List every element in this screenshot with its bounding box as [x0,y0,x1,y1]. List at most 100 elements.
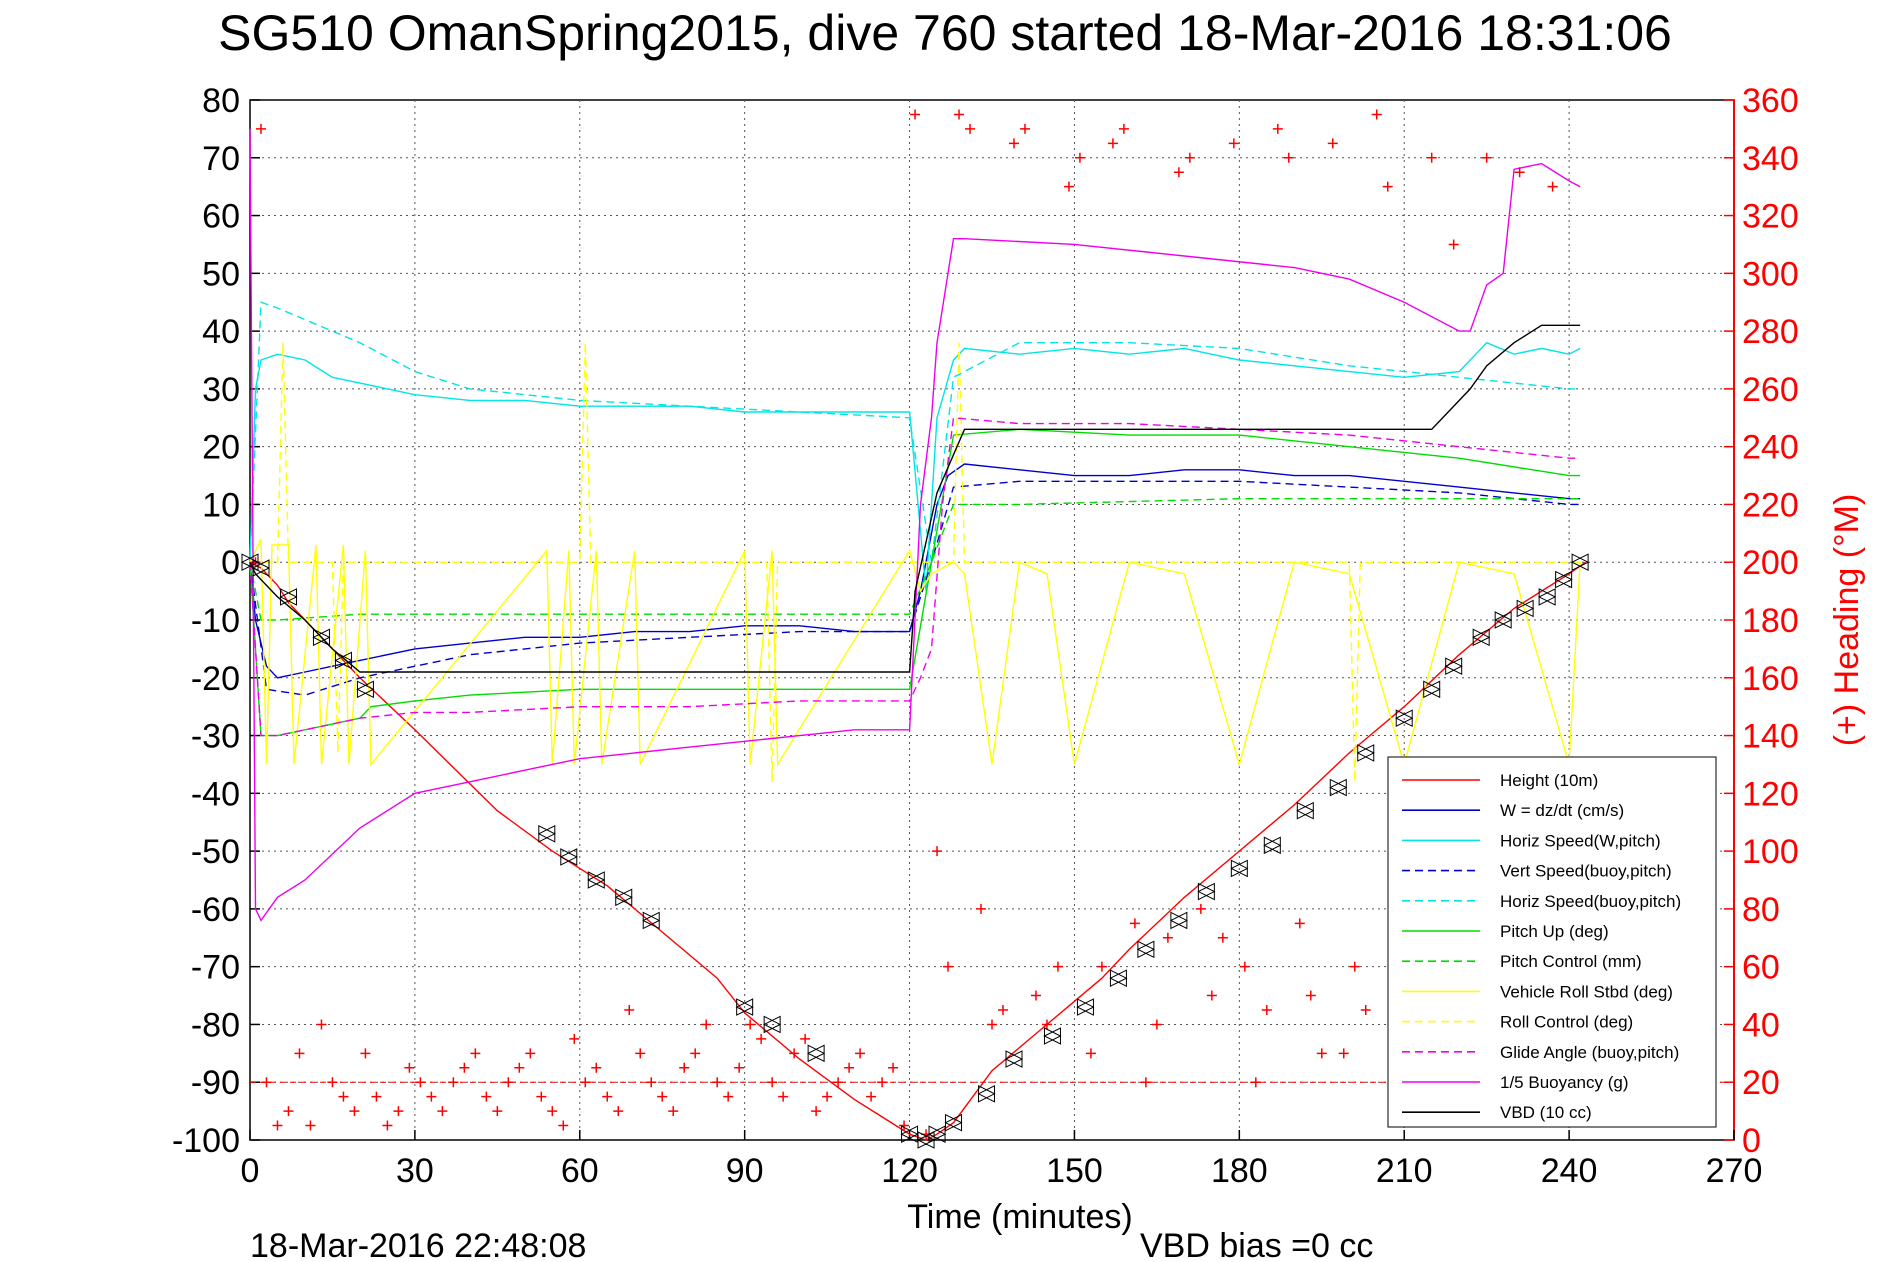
heading-point [811,1106,822,1117]
y-tick-label: 50 [202,255,240,293]
heading-point [1063,181,1074,192]
y-tick-label: -10 [191,602,240,640]
heading-point [1514,167,1525,178]
legend-label-11: VBD (10 cc) [1500,1103,1592,1122]
heading-point [1338,1048,1349,1059]
y-tick-label: 40 [202,313,240,351]
y2-tick-label: 200 [1742,544,1799,582]
legend-label-1: W = dz/dt (cm/s) [1500,801,1624,820]
heading-point [899,1120,910,1131]
heading-point [1360,1005,1371,1015]
vbd-marker [1197,882,1216,901]
heading-point [866,1091,877,1102]
heading-point [1426,152,1437,163]
heading-point [1371,109,1382,120]
legend-label-2: Horiz Speed(W,pitch) [1500,831,1661,850]
vbd-marker [1169,911,1188,930]
y2-axis-label: (+) Heading (°M) [1828,494,1866,747]
vbd-marker [1494,611,1513,629]
vbd-marker [356,680,375,699]
heading-point [888,1062,899,1073]
vbd-marker [807,1044,826,1063]
heading-point [734,1062,745,1073]
heading-point [1239,961,1250,972]
series-line-3 [249,480,1581,696]
y2-tick-label: 240 [1742,429,1799,467]
heading-point [997,1005,1008,1015]
vbd-marker [1516,599,1535,618]
x-tick-label: 180 [1211,1152,1268,1190]
heading-point [459,1062,470,1073]
y2-tick-label: 0 [1742,1122,1761,1160]
vbd-marker [537,824,556,843]
heading-point [1162,932,1173,943]
heading-point [844,1062,855,1073]
y2-tick-label: 360 [1742,82,1799,120]
vbd-marker [1472,628,1491,647]
heading-point [1184,152,1195,163]
heading-point [426,1091,437,1102]
vbd-marker [334,651,353,670]
heading-point [1261,1005,1272,1015]
vbd-marker [559,848,578,866]
vbd-marker [1444,657,1463,676]
vbd-marker [1136,940,1156,959]
heading-point [800,1033,811,1044]
heading-point [1008,138,1019,149]
heading-point [833,1077,844,1088]
heading-point [404,1062,415,1073]
y2-tick-label: 20 [1742,1064,1780,1102]
heading-point [591,1062,602,1073]
y-tick-label: -40 [191,775,240,813]
heading-point [987,1019,997,1030]
heading-point [1151,1019,1162,1030]
x-tick-label: 150 [1046,1152,1103,1190]
series-line-1 [249,463,1581,679]
heading-point [536,1091,547,1102]
heading-point [624,1005,635,1015]
x-tick-label: 210 [1376,1152,1433,1190]
heading-point [1173,167,1184,178]
legend-label-9: Glide Angle (buoy,pitch) [1500,1043,1679,1062]
legend-label-10: 1/5 Buoyancy (g) [1500,1073,1629,1092]
heading-point [349,1106,360,1117]
heading-point [382,1120,393,1131]
heading-point [1052,961,1063,972]
series-line-11 [249,324,1581,673]
y-tick-label: 70 [202,140,240,178]
x-tick-label: 240 [1541,1152,1598,1190]
x-tick-label: 0 [241,1152,260,1190]
series-line-10 [249,128,1581,922]
y2-tick-label: 300 [1742,255,1799,293]
heading-point [756,1033,767,1044]
footer-timestamp: 18-Mar-2016 22:48:08 [250,1227,586,1262]
heading-point [1041,1019,1052,1030]
heading-point [1272,123,1283,134]
heading-point [679,1062,690,1073]
heading-point [1448,239,1459,250]
vbd-marker [1554,570,1573,589]
heading-point [1250,1077,1261,1088]
heading-point [393,1106,404,1117]
heading-point [1140,1077,1151,1088]
x-tick-label: 120 [881,1152,938,1190]
heading-point [360,1048,371,1059]
legend-label-5: Pitch Up (deg) [1500,922,1609,941]
heading-point [701,1019,712,1030]
vbd-marker [1230,859,1249,878]
heading-point [1030,990,1041,1001]
x-tick-label: 270 [1706,1152,1763,1190]
heading-point [954,109,965,120]
heading-point [294,1048,305,1059]
vbd-marker [279,588,298,606]
y2-tick-label: 320 [1742,198,1799,236]
heading-point [415,1077,426,1088]
heading-point [976,903,987,914]
legend-label-3: Vert Speed(buoy,pitch) [1500,862,1672,881]
heading-point [1019,123,1030,134]
chart-title: SG510 OmanSpring2015, dive 760 started 1… [218,5,1672,61]
footer-vbd-bias: VBD bias =0 cc [1140,1227,1373,1262]
y-tick-label: -80 [191,1006,240,1044]
heading-point [569,1033,580,1044]
y2-tick-label: 140 [1742,718,1799,756]
